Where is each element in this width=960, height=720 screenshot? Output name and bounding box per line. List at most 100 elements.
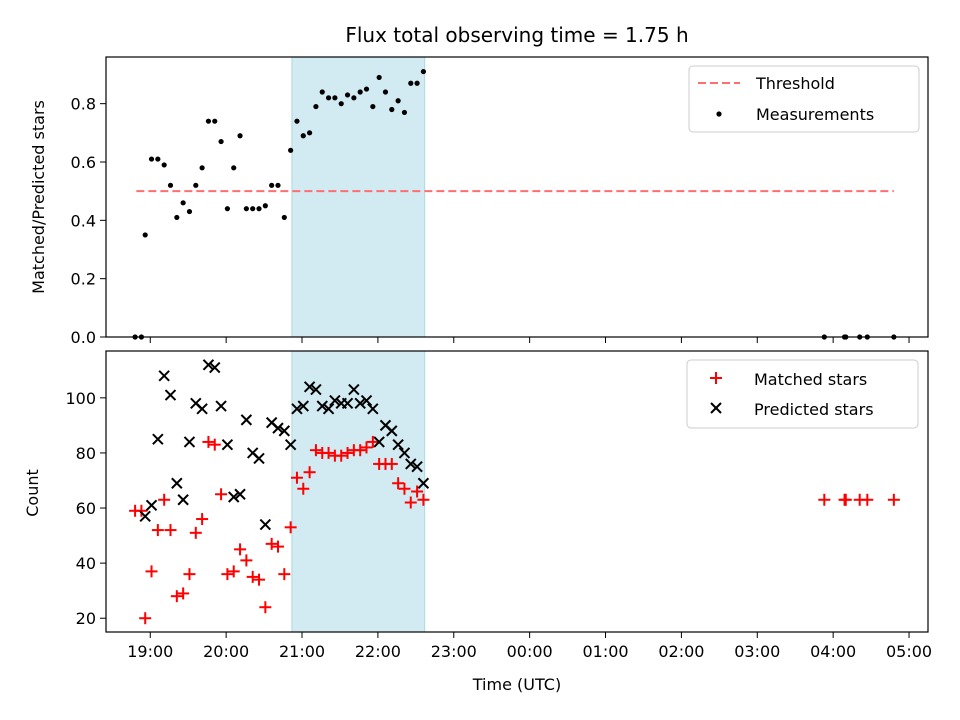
bottom-y-axis-label: Count [23,469,42,517]
matched-stars-point [278,568,291,581]
predicted-stars-point [228,491,240,503]
matched-stars-point [265,537,278,550]
predicted-stars-point [329,394,341,407]
y-tick-label: 0.2 [71,270,96,289]
matched-stars-point [151,524,164,537]
matched-stars-point [196,513,209,526]
matched-stars-point [170,590,183,603]
matched-stars-point [183,568,196,581]
matched-stars-point [392,477,405,490]
y-tick-label: 0.4 [71,211,96,230]
x-axis-label: Time (UTC) [472,675,561,694]
matched-stars-point [417,493,430,506]
predicted-stars-point [259,518,272,531]
predicted-stars-point [145,499,158,511]
legend-matched-label: Matched stars [754,370,867,389]
x-tick-label: 05:00 [886,642,932,661]
measurement-point [275,182,281,188]
measurement-point [167,182,174,188]
x-tick-label: 23:00 [431,642,477,661]
matched-stars-point [145,565,158,578]
measurement-point [408,80,414,86]
matched-stars-point [240,554,253,567]
predicted-stars-point [158,370,170,382]
predicted-stars-point [417,477,430,489]
measurement-point [250,206,256,212]
y-tick-label: 40 [76,554,96,573]
predicted-stars-point [411,460,423,473]
matched-stars-point [385,457,398,470]
predicted-stars-point [139,510,151,523]
top-y-axis-label: Matched/Predicted stars [29,100,48,294]
top-plot-frame [105,56,929,338]
matched-stars-point [259,601,272,614]
x-tick-label: 19:00 [127,642,173,661]
predicted-stars-point [253,452,265,465]
measurement-point [376,74,382,81]
measurement-point [186,208,193,215]
predicted-stars-point [284,438,297,451]
measurement-point [370,103,376,110]
matched-stars-point [164,524,177,537]
measurement-point [193,182,199,188]
measurement-point [142,232,148,238]
measurement-point [420,68,427,75]
bottom-subplot: 20 40 60 80 100 19:00 20:00 21:00 22:00 23:00 00:… [23,350,932,694]
matched-stars-point [158,493,171,506]
bottom-plot-frame [105,350,929,633]
matched-stars-point [297,482,310,495]
matched-stars-point [189,526,202,539]
matched-stars-point [861,493,874,506]
bottom-legend-box [686,359,919,429]
matched-stars-point [335,449,348,462]
y-tick-label: 0.6 [71,153,96,172]
predicted-stars-point [164,389,177,401]
predicted-stars-point [272,422,284,434]
chart-title: Flux total observing time = 1.75 h [345,23,688,47]
predicted-stars-point [360,394,373,407]
matched-stars-point [404,496,417,509]
predicted-stars-point [177,494,189,506]
predicted-stars-point [183,436,196,448]
matched-stars-point [322,446,335,459]
predicted-stars-point [278,425,291,437]
matched-stars-point [135,504,148,517]
predicted-stars-point [386,425,398,437]
measurement-point [389,106,395,113]
matched-stars-point [818,493,831,506]
matched-stars-point [354,444,367,457]
predicted-stars-point [392,438,404,451]
matched-stars-point [253,573,266,586]
x-tick-label: 01:00 [582,642,628,661]
matched-stars-point [839,493,852,506]
matched-stars-point [341,446,354,459]
measurement-point [288,147,294,153]
matched-stars-point [366,435,379,448]
matched-stars-point [177,587,190,600]
matched-stars-point [290,471,303,484]
matched-stars-point [246,570,259,583]
predicted-stars-point [322,403,335,415]
x-tick-label: 21:00 [279,642,325,661]
measurement-point [161,162,167,168]
predicted-stars-point [240,414,253,426]
y-tick-label: 60 [76,499,96,518]
top-subplot: 0.00.20.40.60.8 Matched/Predicted stars … [29,56,929,347]
predicted-stars-point [405,458,417,470]
x-tick-label: 20:00 [203,642,249,661]
y-tick-label: 100 [65,389,96,408]
predicted-stars-point [202,359,215,371]
matched-stars-point [303,466,316,479]
measurement-point [205,118,212,124]
measurement-point [351,95,357,101]
measurement-point [218,138,224,145]
matched-stars-point [202,435,215,448]
measurement-point [319,89,325,95]
measurement-point [313,103,319,110]
predicted-stars-point [291,403,303,415]
predicted-stars-point [209,361,221,374]
observing-window-span [291,56,426,338]
predicted-stars-point [316,400,328,412]
predicted-stars-point [310,383,322,396]
matched-stars-point [221,568,234,581]
